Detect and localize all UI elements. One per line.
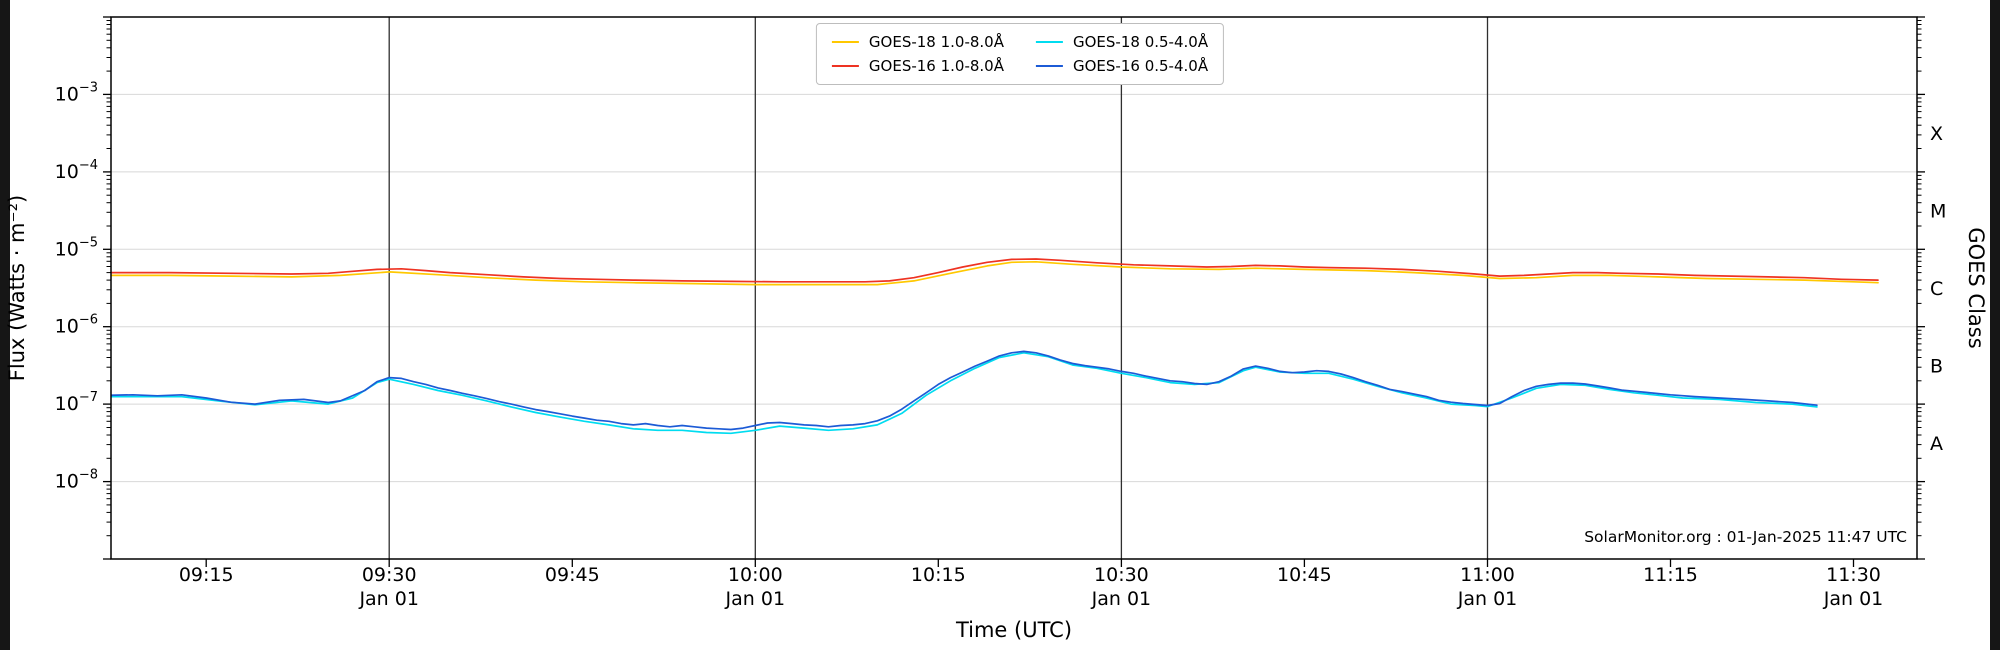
x-tick-label: 11:15 — [1643, 564, 1698, 586]
series-line-GOES-16 0.5-4.0Å — [111, 350, 1818, 431]
x-tick-label: 11:00 — [1460, 564, 1515, 586]
x-tick-sublabel: Jan 01 — [1091, 588, 1152, 610]
goes-class-label-B: B — [1930, 356, 1943, 378]
chart-legend: GOES-18 1.0-8.0Å GOES-16 1.0-8.0Å GOES-18 … — [815, 23, 1225, 85]
x-axis-title: Time (UTC) — [955, 618, 1072, 642]
figure-background — [10, 0, 1990, 650]
y-tick-label: 10−8 — [55, 468, 98, 493]
plot-frame — [110, 16, 1918, 560]
legend-label: GOES-18 0.5-4.0Å — [1073, 33, 1209, 51]
y-tick-label: 10−7 — [55, 390, 98, 415]
x-tick-label: 09:30 — [362, 564, 417, 586]
x-tick-label: 10:00 — [728, 564, 783, 586]
series-line-GOES-16 1.0-8.0Å — [111, 258, 1879, 283]
legend-line-swatch — [1036, 65, 1063, 67]
y-axis-title: Flux (Watts · m⁻²) — [5, 195, 29, 381]
y-tick-label: 10−4 — [55, 158, 98, 183]
goes-class-label-C: C — [1930, 278, 1943, 300]
x-tick-label: 09:15 — [179, 564, 234, 586]
legend-item: GOES-18 1.0-8.0Å — [831, 33, 1004, 51]
x-tick-sublabel: Jan 01 — [725, 588, 786, 610]
legend-label: GOES-18 1.0-8.0Å — [868, 33, 1004, 51]
legend-item: GOES-16 0.5-4.0Å — [1036, 57, 1208, 75]
x-tick-label: 10:15 — [911, 564, 966, 586]
y-tick-label: 10−3 — [55, 80, 98, 105]
y-tick-label: 10−6 — [55, 313, 98, 338]
x-tick-label: 10:45 — [1277, 564, 1332, 586]
series-line-GOES-18 1.0-8.0Å — [111, 260, 1879, 286]
x-tick-label: 10:30 — [1094, 564, 1149, 586]
legend-line-swatch — [831, 65, 859, 67]
legend-line-swatch — [831, 41, 859, 43]
y-tick-label: 10−5 — [55, 235, 98, 260]
goes-class-label-X: X — [1930, 123, 1943, 145]
x-tick-sublabel: Jan 01 — [358, 588, 419, 610]
right-axis-title: GOES Class — [1964, 227, 1988, 348]
x-tick-sublabel: Jan 01 — [1457, 588, 1518, 610]
legend-item: GOES-18 0.5-4.0Å — [1036, 33, 1208, 51]
legend-label: GOES-16 0.5-4.0Å — [1073, 57, 1209, 75]
x-tick-sublabel: Jan 01 — [1823, 588, 1884, 610]
goes-class-label-M: M — [1930, 201, 1946, 223]
legend-line-swatch — [1036, 41, 1063, 43]
legend-item: GOES-16 1.0-8.0Å — [831, 57, 1004, 75]
watermark-text: SolarMonitor.org : 01-Jan-2025 11:47 UTC — [1584, 528, 1907, 546]
x-tick-label: 11:30 — [1826, 564, 1881, 586]
goes-class-label-A: A — [1930, 433, 1943, 455]
x-tick-label: 09:45 — [545, 564, 600, 586]
legend-label: GOES-16 1.0-8.0Å — [868, 57, 1004, 75]
